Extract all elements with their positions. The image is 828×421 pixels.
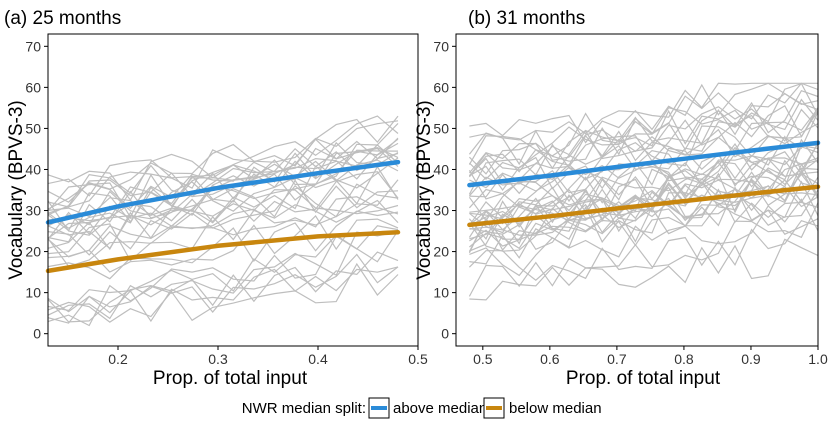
y-tick-label: 20 (433, 244, 449, 260)
series-line-above-median (467, 140, 821, 188)
panel-a-plot-area: 0 10 20 30 40 50 60 70 0.2 0.3 0.4 0.5 (25, 33, 428, 367)
x-tick-label: 0.7 (607, 351, 627, 367)
x-tick-label: 0.2 (108, 351, 128, 367)
individual-trajectory (47, 210, 399, 280)
individual-trajectory (47, 141, 399, 227)
panel-a: (a) 25 months Vocabulary (BPVS-3) Prop. … (4, 8, 428, 389)
individual-trajectory (468, 108, 819, 166)
panel-a-xlabel: Prop. of total input (153, 368, 308, 389)
individual-trajectory (468, 89, 819, 175)
y-tick-label: 50 (25, 120, 41, 136)
individual-trajectory (47, 253, 399, 324)
panel-b-xlabel: Prop. of total input (566, 368, 721, 389)
legend-label-above-median: above median (393, 400, 487, 417)
x-tick-label: 0.6 (540, 351, 560, 367)
individual-trajectory (469, 144, 819, 235)
individual-trajectory (47, 199, 399, 262)
panel-b-ylabel: Vocabulary (BPVS-3) (414, 100, 435, 280)
individual-trajectory (468, 135, 819, 200)
individual-trajectory (47, 214, 399, 273)
y-tick-label: 10 (25, 285, 41, 301)
y-tick-label: 30 (433, 203, 449, 219)
individual-trajectory (469, 108, 819, 189)
individual-trajectory (47, 115, 399, 197)
x-tick-label: 0.3 (208, 351, 228, 367)
panel-b: (b) 31 months Vocabulary (BPVS-3) Prop. … (414, 8, 828, 389)
individual-trajectory (469, 185, 819, 265)
panel-a-ylabel: Vocabulary (BPVS-3) (6, 100, 27, 280)
individual-trajectory (47, 179, 399, 256)
individual-trajectory (469, 198, 819, 277)
individual-trajectory (468, 82, 818, 165)
x-tick-label: 0.9 (741, 351, 761, 367)
y-tick-label: 50 (433, 120, 449, 136)
y-tick-label: 40 (25, 161, 41, 177)
y-tick-label: 70 (25, 38, 41, 54)
individual-trajectory (47, 115, 399, 208)
individual-trajectory (468, 219, 819, 281)
panel-b-title: (b) 31 months (468, 8, 585, 29)
y-tick-label: 40 (433, 161, 449, 177)
individual-trajectory (47, 147, 399, 219)
plot-frame (455, 33, 819, 347)
legend-title: NWR median split: (242, 400, 366, 417)
x-tick-label: 0.5 (408, 351, 428, 367)
individual-trajectory (47, 165, 399, 218)
individual-trajectory (47, 262, 399, 323)
y-tick-label: 60 (25, 79, 41, 95)
legend: NWR median split: above median below med… (242, 397, 602, 419)
panel-a-title: (a) 25 months (4, 8, 121, 29)
y-tick-label: 60 (433, 79, 449, 95)
x-tick-label: 0.8 (674, 351, 694, 367)
legend-label-below-median: below median (509, 400, 602, 417)
y-tick-label: 0 (33, 326, 41, 342)
y-tick-label: 70 (433, 38, 449, 54)
series-line-above-median (45, 159, 401, 225)
individual-trajectory (469, 82, 819, 144)
individual-trajectory (47, 120, 399, 203)
individual-trajectory (47, 266, 399, 323)
individual-trajectory (469, 238, 819, 301)
series-line-below-median (467, 184, 821, 228)
individual-trajectory (468, 146, 819, 226)
plot-frame (47, 33, 419, 347)
individual-trajectory (469, 189, 819, 252)
series-line-below-median (45, 230, 401, 274)
individual-trajectory (47, 138, 399, 216)
individual-trajectory (47, 251, 399, 323)
y-tick-label: 0 (441, 326, 449, 342)
individual-trajectory (468, 163, 819, 254)
x-tick-label: 1.0 (808, 351, 828, 367)
individual-trajectory (47, 225, 399, 327)
y-tick-label: 10 (433, 285, 449, 301)
y-tick-label: 30 (25, 203, 41, 219)
individual-trajectory (47, 138, 399, 202)
individual-trajectory (469, 107, 819, 198)
y-tick-label: 20 (25, 244, 41, 260)
individual-trajectory (47, 179, 399, 236)
individual-trajectory (469, 188, 819, 245)
individual-trajectory (47, 142, 399, 243)
panel-b-plot-area: 0 10 20 30 40 50 60 70 0.5 0.6 0.7 0.8 0.9 1.0 (433, 33, 828, 367)
x-tick-label: 0.4 (308, 351, 328, 367)
individual-trajectory (47, 189, 399, 251)
individual-trajectory (469, 82, 819, 141)
x-tick-label: 0.5 (473, 351, 493, 367)
